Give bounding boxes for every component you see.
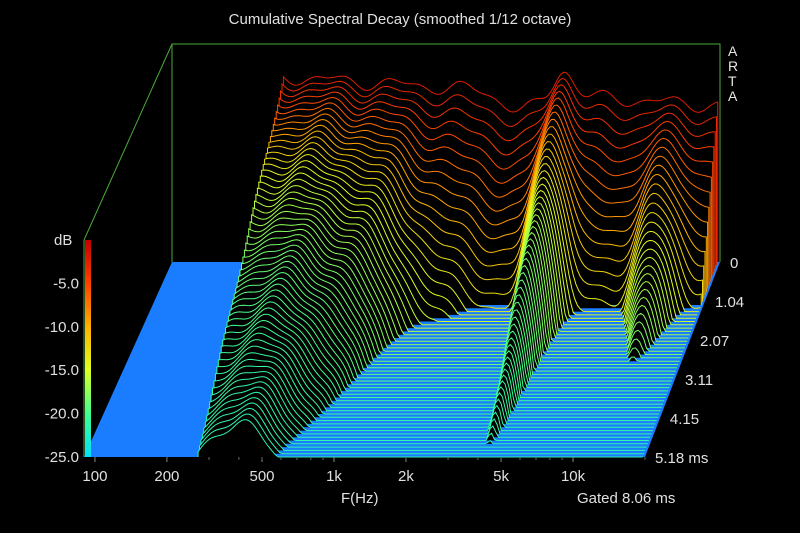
z-axis-label: dB xyxy=(54,232,73,249)
decay-slice-line xyxy=(249,210,689,339)
decay-slice-line xyxy=(222,319,665,402)
time-tick-label: 5.18 ms xyxy=(655,450,708,467)
decay-slice-line xyxy=(267,136,705,299)
time-tick-label: 3.11 xyxy=(685,372,713,389)
decay-slice-line xyxy=(265,142,703,302)
decay-slice-line xyxy=(204,391,649,441)
z-tick-label: -20.0 xyxy=(45,406,79,423)
decay-slice-line xyxy=(233,271,675,375)
side-edge xyxy=(83,43,173,241)
decay-slice-line xyxy=(277,97,714,276)
decay-slice-line xyxy=(271,118,709,289)
z-tick-label: -25.0 xyxy=(45,449,79,466)
x-tick-label: 2k xyxy=(398,468,414,485)
x-tick-label: 5k xyxy=(493,468,509,485)
decay-slice-line xyxy=(255,185,694,326)
decay-slice-line xyxy=(256,178,695,322)
chart-title: Cumulative Spectral Decay (smoothed 1/12… xyxy=(228,11,572,28)
decay-slice-line xyxy=(199,413,644,455)
x-tick-label: 10k xyxy=(561,468,586,485)
decay-slice-line xyxy=(282,71,719,262)
brand-logo: A R T A xyxy=(728,44,738,104)
decay-slice-line xyxy=(269,124,707,292)
decay-slice-line xyxy=(242,239,683,355)
z-tick-label: -10.0 xyxy=(45,319,79,336)
decay-slice-line xyxy=(241,244,681,359)
colorbar xyxy=(85,240,91,457)
decay-slice-line xyxy=(225,307,667,395)
decay-slice-line xyxy=(278,90,715,272)
decay-slice-line xyxy=(272,113,710,286)
decay-slice-mask xyxy=(231,284,672,381)
decay-slice-line xyxy=(262,153,701,309)
decay-slice-line xyxy=(280,84,716,269)
z-tick-label: -15.0 xyxy=(45,362,79,379)
decay-slice-line xyxy=(223,313,666,398)
decay-slice-mask xyxy=(198,419,643,457)
decay-slice-line xyxy=(254,191,693,329)
decay-slice-line xyxy=(227,295,670,389)
decay-slice-line xyxy=(209,376,653,432)
decay-slice-line xyxy=(236,260,677,369)
decay-slice-line xyxy=(232,277,674,379)
decay-slice-line xyxy=(264,148,702,305)
decay-slice-line xyxy=(235,266,676,372)
decay-slice-line xyxy=(275,102,712,279)
decay-slice-line xyxy=(281,77,717,266)
plot-box-lines xyxy=(83,43,721,457)
decay-slice-line xyxy=(197,419,643,458)
decay-slice-mask xyxy=(232,278,674,378)
brand-letter: A xyxy=(728,88,738,104)
decay-slice-line xyxy=(248,217,688,342)
time-tick-label: 2.07 xyxy=(700,333,729,350)
x-axis-label: F(Hz) xyxy=(341,490,379,507)
decay-slice-line xyxy=(243,234,684,352)
decay-slice-line xyxy=(259,166,698,316)
decay-slice-line xyxy=(217,339,661,412)
decay-slices xyxy=(197,71,719,458)
time-tick-label: 4.15 xyxy=(670,411,699,428)
decay-slice-line xyxy=(229,289,671,385)
gate-annotation: Gated 8.06 ms xyxy=(577,490,676,507)
decay-slice-line xyxy=(200,407,646,451)
brand-letter: R xyxy=(728,58,739,74)
decay-slice-line xyxy=(274,107,711,282)
decay-slice-line xyxy=(258,172,697,319)
decay-slice-line xyxy=(212,365,656,425)
decay-slice-line xyxy=(216,345,660,415)
time-tick-label: 0 xyxy=(730,255,738,272)
decay-slice-line xyxy=(239,249,680,362)
decay-slice-line xyxy=(226,301,669,392)
decay-slice-line xyxy=(230,283,672,382)
decay-slice-line xyxy=(203,397,648,445)
back-wall xyxy=(171,43,721,262)
decay-slice-line xyxy=(261,160,699,313)
decay-slice-line xyxy=(220,326,663,405)
decay-slice-line xyxy=(201,402,647,448)
decay-slice-line xyxy=(213,358,657,422)
x-tick-label: 200 xyxy=(154,468,179,485)
x-tick-label: 1k xyxy=(326,468,342,485)
x-tick-label: 100 xyxy=(82,468,107,485)
decay-slice-line xyxy=(246,223,686,346)
z-tick-label: -5.0 xyxy=(53,275,79,292)
decay-slice-mask xyxy=(229,289,671,385)
time-tick-label: 1.04 xyxy=(715,294,744,311)
decay-slice-line xyxy=(210,371,655,428)
x-tick-label: 500 xyxy=(250,468,275,485)
brand-letter: T xyxy=(728,73,737,89)
decay-slice-line xyxy=(268,130,706,296)
decay-slice-line xyxy=(238,255,679,365)
decay-slice-line xyxy=(251,204,690,336)
brand-letter: A xyxy=(728,43,738,59)
decay-slice-line xyxy=(245,228,685,349)
decay-slice-line xyxy=(214,352,658,418)
decay-slice-line xyxy=(206,386,651,438)
decay-slice-line xyxy=(207,381,652,435)
decay-slice-line xyxy=(219,332,662,408)
decay-slice-line xyxy=(252,197,691,332)
colorbar-gradient xyxy=(85,240,91,457)
